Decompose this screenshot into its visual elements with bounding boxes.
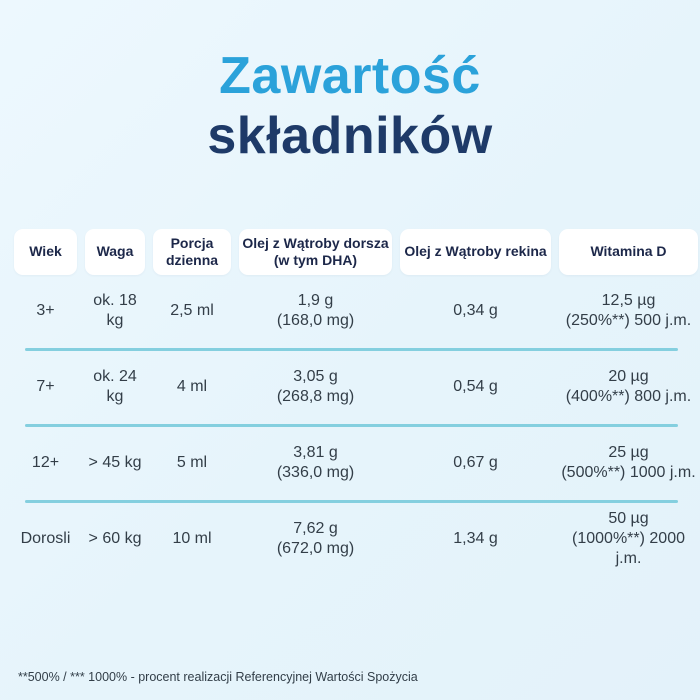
table-row: 3+ ok. 18 kg 2,5 ml 1,9 g (168,0 mg) 0,3…: [0, 275, 700, 348]
row-divider: [25, 423, 678, 427]
vitamin-d-percent: (1000%**) 2000 j.m.: [572, 530, 685, 568]
cod-oil-amount: 1,9 g: [297, 292, 334, 310]
vitamin-d-percent: (500%**) 1000 j.m.: [561, 464, 696, 482]
cell-cod-liver-oil: 7,62 g (672,0 mg): [239, 503, 392, 576]
cell-shark-liver-oil: 0,67 g: [453, 454, 498, 472]
column-header-age: Wiek: [14, 228, 77, 275]
cod-oil-dha: (268,8 mg): [276, 388, 355, 406]
cell-cod-liver-oil: 1,9 g (168,0 mg): [239, 275, 392, 348]
cell-age: 7+: [36, 378, 55, 396]
vitamin-d-amount: 50 µg: [608, 510, 649, 528]
cell-weight: > 60 kg: [88, 530, 142, 548]
cell-vitamin-d: 20 µg (400%**) 800 j.m.: [559, 351, 698, 424]
cod-oil-dha: (336,0 mg): [276, 464, 355, 482]
cell-cod-liver-oil: 3,81 g (336,0 mg): [239, 427, 392, 500]
page-title-line1: Zawartość: [219, 47, 481, 105]
cell-portion: 2,5 ml: [170, 302, 214, 320]
cod-oil-amount: 3,05 g: [293, 368, 338, 386]
reference-intake-footnote: **500% / *** 1000% - procent realizacji …: [18, 670, 418, 684]
column-header-weight: Waga: [85, 228, 145, 275]
page-title: Zawartość składników: [0, 0, 700, 167]
cell-age: Dorosli: [20, 530, 71, 548]
cell-weight: ok. 18 kg: [93, 292, 137, 330]
vitamin-d-percent: (400%**) 800 j.m.: [565, 388, 692, 406]
cell-weight: > 45 kg: [88, 454, 142, 472]
cell-vitamin-d: 50 µg (1000%**) 2000 j.m.: [559, 503, 698, 576]
cell-portion: 5 ml: [176, 454, 208, 472]
cell-vitamin-d: 25 µg (500%**) 1000 j.m.: [559, 427, 698, 500]
table-row: 7+ ok. 24 kg 4 ml 3,05 g (268,8 mg) 0,54…: [0, 351, 700, 424]
table-header-row: Wiek Waga Porcja dzienna Olej z Wątroby …: [0, 228, 700, 275]
cell-portion: 10 ml: [172, 530, 212, 548]
cell-portion: 4 ml: [176, 378, 208, 396]
vitamin-d-amount: 12,5 µg: [601, 292, 656, 310]
cod-oil-amount: 3,81 g: [293, 444, 338, 462]
table-row: 12+ > 45 kg 5 ml 3,81 g (336,0 mg) 0,67 …: [0, 427, 700, 500]
vitamin-d-amount: 25 µg: [608, 444, 649, 462]
cod-oil-amount: 7,62 g: [293, 520, 338, 538]
cell-shark-liver-oil: 0,54 g: [453, 378, 498, 396]
row-divider: [25, 347, 678, 351]
table-row: Dorosli > 60 kg 10 ml 7,62 g (672,0 mg) …: [0, 503, 700, 576]
column-header-daily-portion: Porcja dzienna: [153, 228, 231, 275]
ingredients-table: Wiek Waga Porcja dzienna Olej z Wątroby …: [0, 228, 700, 576]
vitamin-d-amount: 20 µg: [608, 368, 649, 386]
cell-shark-liver-oil: 0,34 g: [453, 302, 498, 320]
column-header-vitamin-d: Witamina D: [559, 228, 698, 275]
cell-weight: ok. 24 kg: [93, 368, 137, 406]
cell-age: 3+: [36, 302, 55, 320]
column-header-shark-liver-oil: Olej z Wątroby rekina: [400, 228, 551, 275]
cell-age: 12+: [31, 454, 60, 472]
cell-cod-liver-oil: 3,05 g (268,8 mg): [239, 351, 392, 424]
cell-shark-liver-oil: 1,34 g: [453, 530, 498, 548]
column-header-cod-liver-oil: Olej z Wątroby dorsza (w tym DHA): [239, 228, 392, 275]
vitamin-d-percent: (250%**) 500 j.m.: [565, 312, 692, 330]
cell-vitamin-d: 12,5 µg (250%**) 500 j.m.: [559, 275, 698, 348]
cod-oil-dha: (672,0 mg): [276, 540, 355, 558]
row-divider: [25, 499, 678, 503]
page-title-line2: składników: [207, 107, 493, 166]
cod-oil-dha: (168,0 mg): [276, 312, 355, 330]
